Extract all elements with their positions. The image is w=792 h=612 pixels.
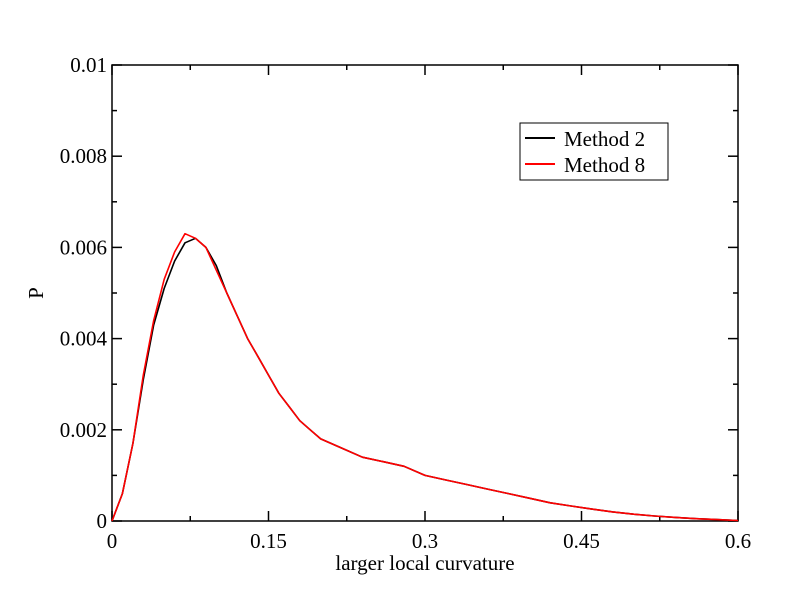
x-axis-label: larger local curvature [335,551,514,575]
series-line-method-8 [111,232,739,522]
y-tick-label: 0.006 [60,235,107,259]
x-tick-label: 0 [107,529,118,553]
y-tick-label: 0.002 [60,418,107,442]
legend-box [519,122,669,181]
y-tick-label: 0.004 [60,327,108,351]
x-tick-label: 0.3 [412,529,438,553]
legend-label-method-2: Method 2 [564,127,645,151]
y-axis-label: P [24,287,48,299]
x-tick-label: 0.6 [725,529,751,553]
ticks-layer: 0 0.15 0.3 0.45 0.6 0 0.002 0.004 0.006 0.008 0.01 [60,53,751,553]
legend-label-method-8: Method 8 [564,153,645,177]
y-tick-label: 0.01 [70,53,107,77]
legend: Method 2 Method 8 [519,122,669,181]
x-tick-label: 0.45 [563,529,600,553]
x-tick-label: 0.15 [250,529,287,553]
series-layer [111,232,739,522]
y-tick-label: 0 [97,509,108,533]
y-tick-label: 0.008 [60,144,107,168]
